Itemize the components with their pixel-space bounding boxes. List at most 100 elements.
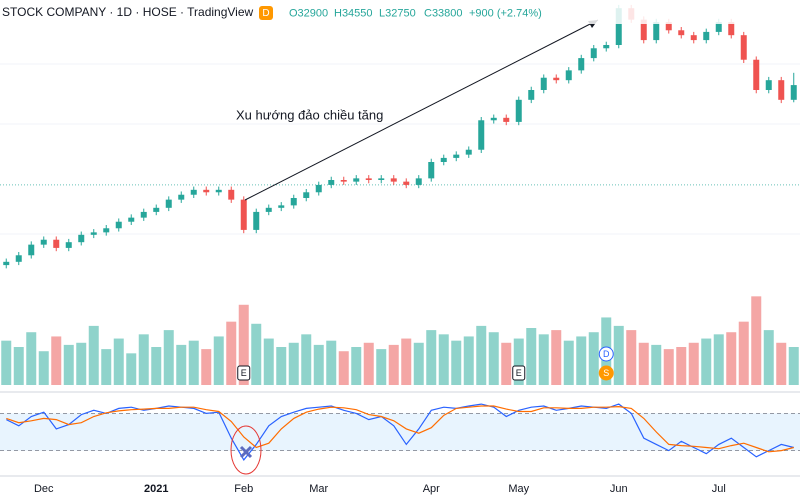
- volume-bar: [638, 342, 649, 385]
- candle-body: [190, 189, 197, 195]
- volume-bar: [238, 304, 249, 385]
- candle-body: [390, 178, 397, 182]
- event-marker: [512, 365, 526, 381]
- candle-body: [640, 19, 647, 41]
- candle-body: [140, 211, 147, 218]
- event-marker-label: E: [241, 368, 247, 378]
- volume-bar: [426, 330, 437, 385]
- volume-bar: [288, 342, 299, 385]
- candle-body: [790, 85, 797, 100]
- candle-body: [15, 255, 22, 262]
- candle-body: [328, 180, 335, 185]
- candle-body: [340, 180, 347, 182]
- candle-body: [203, 189, 210, 193]
- volume-bar: [663, 349, 674, 385]
- candle-body: [478, 120, 485, 150]
- volume-bar: [213, 336, 224, 385]
- volume-bar: [126, 353, 137, 385]
- candle-body: [778, 80, 785, 100]
- candle-body: [153, 207, 160, 212]
- candle-body: [403, 181, 410, 185]
- volume-bar: [1, 340, 12, 385]
- volume-bar: [451, 340, 462, 385]
- volume-bar: [501, 342, 512, 385]
- header-bar: [0, 2, 800, 24]
- candle-body: [165, 199, 172, 208]
- volume-bar: [163, 330, 174, 385]
- volume-bar: [588, 332, 599, 385]
- x-tick-label: Apr: [423, 483, 440, 495]
- candle-body: [178, 194, 185, 200]
- x-tick-label: Jun: [610, 483, 628, 495]
- event-marker: [598, 365, 614, 381]
- candle-body: [515, 99, 522, 122]
- ohlc-value: L32750: [379, 7, 416, 19]
- candle-body: [265, 207, 272, 212]
- candle-body: [615, 8, 622, 46]
- volume-bar: [276, 347, 287, 385]
- candle-body: [653, 22, 660, 41]
- candle-body: [3, 261, 10, 266]
- stoch-d-line: [6, 405, 794, 453]
- candle-body: [603, 45, 610, 49]
- candle-body: [753, 59, 760, 90]
- candle-body: [715, 22, 722, 32]
- candle-body: [703, 31, 710, 41]
- candle-body: [665, 22, 672, 31]
- candle-body: [90, 232, 97, 235]
- volume-bar: [401, 338, 412, 385]
- ohlc-value: O32900: [289, 7, 328, 19]
- volume-bar: [651, 344, 662, 385]
- volume-bar: [363, 342, 374, 385]
- volume-bar: [626, 330, 637, 385]
- candle-body: [65, 242, 72, 248]
- candle-body: [490, 117, 497, 121]
- volume-bar: [513, 338, 524, 385]
- candle-body: [103, 228, 110, 233]
- x-tick-label: Mar: [309, 483, 328, 495]
- grid: [0, 63, 800, 235]
- volume-bar: [476, 325, 487, 385]
- volume-bar: [176, 344, 187, 385]
- volume-bar: [763, 330, 774, 385]
- volume-bar: [551, 330, 562, 385]
- volume-bar: [251, 323, 262, 385]
- candle-body: [453, 154, 460, 158]
- volume-bar: [338, 351, 349, 385]
- candle-body: [765, 80, 772, 90]
- event-marker-label: D: [603, 349, 610, 359]
- volume-bar: [726, 332, 737, 385]
- volume-bar: [101, 349, 112, 385]
- volume-bar: [376, 349, 387, 385]
- volume-bar: [26, 332, 37, 385]
- volume-bar: [563, 340, 574, 385]
- volume-bar: [788, 347, 799, 385]
- candle-body: [690, 35, 697, 41]
- volume-bar: [88, 325, 99, 385]
- candle-body: [678, 30, 685, 36]
- event-marker: [237, 365, 251, 381]
- volume-bar: [776, 342, 787, 385]
- volume-bar: [488, 332, 499, 385]
- candle-body: [415, 178, 422, 185]
- volume-bar: [738, 321, 749, 385]
- candle-body: [228, 189, 235, 200]
- stoch-k-line: [6, 403, 794, 461]
- candle-body: [215, 189, 222, 193]
- candle-body: [315, 184, 322, 193]
- candle-body: [440, 157, 447, 162]
- volume-bar: [326, 340, 337, 385]
- x-tick-label: Jul: [712, 483, 726, 495]
- volume-bar: [151, 347, 162, 385]
- candle-body: [290, 198, 297, 206]
- candle-body: [128, 217, 135, 222]
- badge: [259, 6, 273, 20]
- volume-bar: [301, 334, 312, 385]
- symbol-title: STOCK COMPANY · 1D · HOSE · TradingView: [2, 5, 254, 19]
- volume-bar: [538, 334, 549, 385]
- candle-body: [115, 221, 122, 229]
- volume-bar: [701, 338, 712, 385]
- event-marker: [598, 346, 614, 362]
